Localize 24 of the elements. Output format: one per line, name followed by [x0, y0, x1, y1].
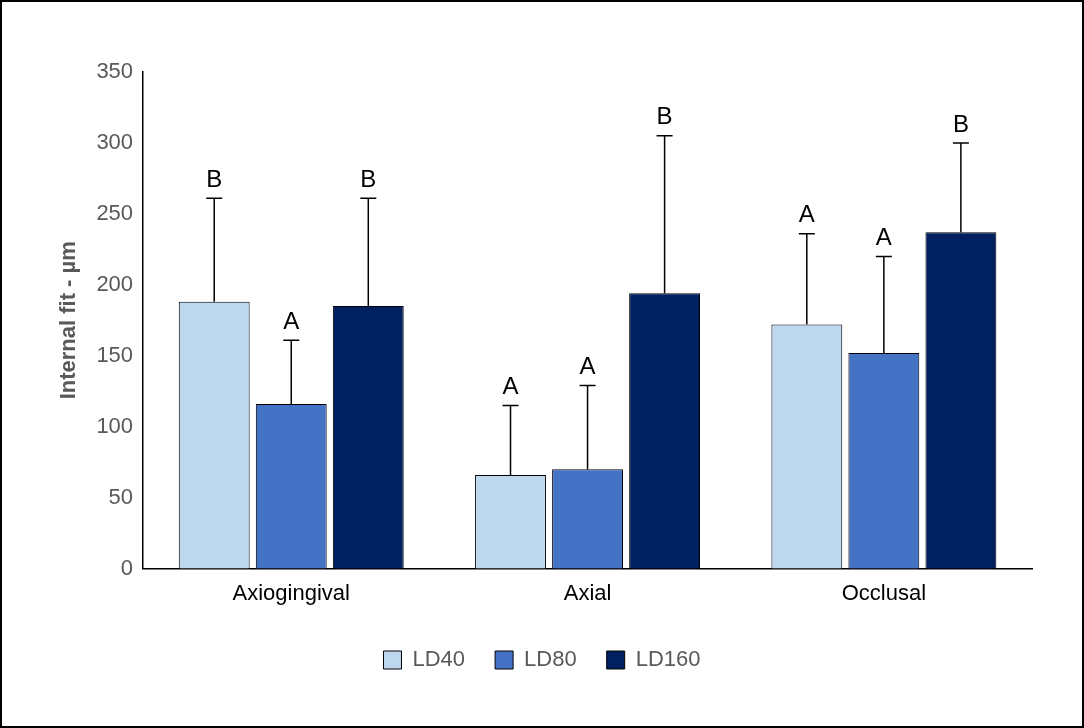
y-tick-label: 350: [96, 58, 134, 84]
y-tick-label: 100: [96, 412, 134, 438]
annotation: A: [798, 200, 815, 228]
annotation: B: [360, 164, 377, 192]
legend-label: LD80: [524, 646, 577, 672]
y-tick-label: 0: [120, 554, 134, 580]
y-axis-title: Internal fit - µm: [55, 241, 81, 400]
annotation: B: [206, 164, 223, 192]
legend-label: LD40: [412, 646, 466, 672]
x-tick-label: Axiogingival: [232, 579, 350, 605]
x-tick-label: Occlusal: [841, 579, 927, 605]
y-tick-label: 250: [96, 199, 134, 225]
annotation: B: [656, 102, 673, 130]
y-tick-label: 50: [108, 483, 134, 509]
annotation: A: [875, 223, 892, 251]
annotation: B: [952, 109, 969, 137]
y-tick-label: 200: [96, 270, 134, 296]
annotation: A: [283, 306, 300, 334]
legend-label: LD160: [635, 646, 701, 672]
annotation: A: [502, 372, 519, 400]
annotation: A: [579, 352, 596, 380]
y-tick-label: 150: [96, 341, 134, 367]
x-tick-label: Axial: [563, 579, 612, 605]
y-tick-label: 300: [96, 129, 134, 155]
